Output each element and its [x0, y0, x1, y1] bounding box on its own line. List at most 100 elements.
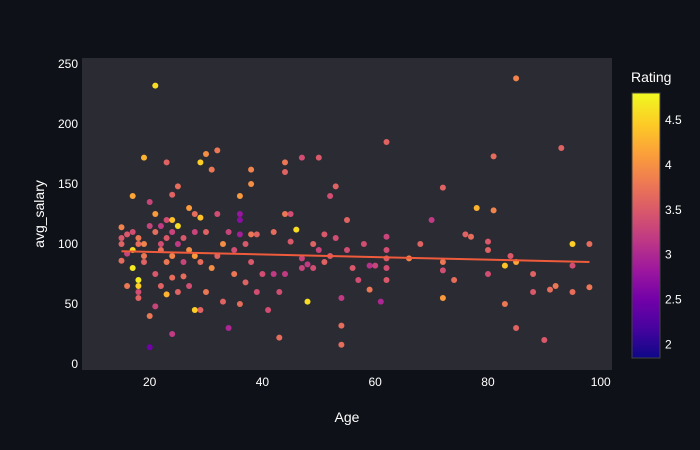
data-point [282, 159, 288, 166]
data-point [169, 274, 176, 281]
y-tick-label: 50 [65, 297, 79, 311]
data-point [485, 271, 491, 277]
data-point [383, 233, 390, 240]
data-point [327, 193, 334, 199]
data-point [152, 271, 159, 277]
data-point [191, 307, 198, 313]
data-point [231, 247, 238, 253]
data-point [146, 344, 153, 351]
data-point [174, 241, 181, 247]
data-point [118, 241, 125, 247]
data-point [236, 217, 243, 223]
data-point [163, 159, 170, 166]
data-point [146, 199, 153, 205]
data-point [146, 223, 153, 229]
data-point [118, 257, 125, 264]
data-point [282, 271, 288, 277]
data-point [377, 298, 384, 305]
data-point [439, 184, 446, 191]
colorbar-tick-label: 4 [665, 158, 672, 172]
data-point [558, 145, 565, 151]
data-point [304, 261, 311, 268]
data-point [259, 271, 266, 277]
data-point [298, 255, 305, 262]
data-point [220, 241, 226, 247]
data-point [485, 238, 491, 245]
data-point [141, 253, 147, 259]
data-point [282, 211, 288, 217]
data-point [383, 265, 390, 271]
data-point [501, 301, 508, 307]
data-point [197, 159, 204, 166]
data-point [141, 241, 147, 247]
data-point [315, 154, 322, 161]
data-point [439, 267, 446, 274]
data-point [276, 334, 283, 341]
data-point [169, 191, 176, 198]
x-tick-label: 100 [591, 375, 611, 389]
data-point [236, 231, 243, 238]
data-point [282, 169, 288, 175]
data-point [129, 265, 136, 271]
data-point [490, 207, 497, 214]
x-tick-label: 20 [143, 375, 157, 389]
data-point [541, 337, 548, 343]
data-point [547, 286, 553, 293]
data-point [338, 295, 345, 301]
y-tick-label: 100 [58, 237, 78, 251]
points-layer [118, 75, 593, 351]
data-point [129, 193, 136, 199]
data-point [507, 253, 514, 259]
y-tick-label: 0 [71, 357, 78, 371]
data-point [169, 217, 176, 223]
data-point [462, 231, 469, 238]
colorbar-tick-label: 4.5 [665, 113, 682, 127]
x-tick-label: 40 [256, 375, 270, 389]
data-point [197, 307, 204, 313]
data-point [186, 283, 193, 289]
data-point [174, 183, 181, 190]
data-point [366, 286, 373, 293]
data-point [253, 289, 260, 295]
colorbar-tick-label: 3.5 [665, 203, 682, 217]
data-point [203, 289, 209, 295]
data-point [513, 75, 520, 82]
plot-area [82, 58, 612, 370]
data-point [236, 301, 243, 307]
data-point [174, 289, 181, 295]
data-point [360, 241, 367, 247]
data-point [298, 265, 305, 271]
data-point [344, 247, 350, 253]
y-tick-label: 150 [58, 177, 78, 191]
data-point [197, 214, 204, 221]
data-point [163, 217, 170, 223]
data-point [129, 229, 136, 235]
data-point [501, 262, 508, 269]
data-point [428, 217, 435, 223]
trendline [121, 250, 590, 263]
data-point [569, 262, 576, 269]
data-point [157, 283, 164, 289]
data-point [214, 147, 221, 154]
data-point [439, 295, 446, 301]
colorbar-tick-label: 2 [665, 338, 672, 352]
data-point [270, 271, 277, 277]
data-point [152, 211, 159, 217]
data-point [242, 279, 249, 286]
data-point [135, 295, 142, 301]
y-tick-label: 250 [58, 57, 78, 71]
data-point [163, 291, 170, 298]
colorbar-tick-label: 3 [665, 248, 672, 262]
data-point [310, 265, 317, 271]
data-point [225, 325, 232, 331]
data-point [186, 247, 193, 253]
data-point [383, 247, 390, 253]
data-point [186, 205, 193, 211]
data-point [552, 283, 559, 289]
data-point [220, 298, 226, 305]
data-point [152, 82, 159, 89]
data-point [141, 259, 147, 265]
data-point [332, 235, 339, 241]
data-point [242, 241, 249, 247]
